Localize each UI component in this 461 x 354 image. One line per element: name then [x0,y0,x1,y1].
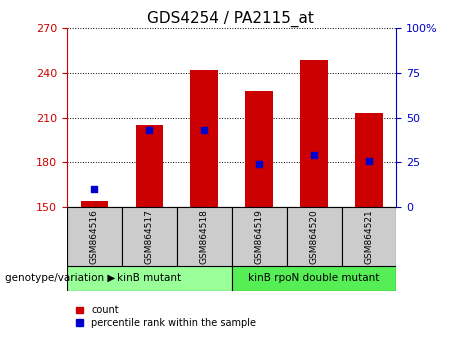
Bar [136,125,163,207]
Bar [342,207,396,266]
Bar [355,113,383,207]
Text: genotype/variation ▶: genotype/variation ▶ [5,273,115,283]
Bar [287,207,342,266]
Bar [300,59,328,207]
Bar [190,70,218,207]
Bar [177,207,231,266]
Text: GSM864521: GSM864521 [365,209,373,264]
Point [255,161,263,167]
Bar [67,207,122,266]
Bar [231,266,396,291]
Point [91,186,98,192]
Bar [231,207,287,266]
Bar [245,91,273,207]
Bar [122,207,177,266]
Text: GSM864518: GSM864518 [200,209,209,264]
Text: kinB rpoN double mutant: kinB rpoN double mutant [248,273,380,283]
Text: GSM864519: GSM864519 [254,209,264,264]
Text: GSM864517: GSM864517 [145,209,154,264]
Text: GSM864516: GSM864516 [90,209,99,264]
Point [201,127,208,133]
Point [365,158,372,164]
Point [146,127,153,133]
Bar [67,266,231,291]
Point [310,153,318,158]
Text: GDS4254 / PA2115_at: GDS4254 / PA2115_at [147,11,314,27]
Text: GSM864520: GSM864520 [309,209,319,264]
Bar [81,201,108,207]
Legend: count, percentile rank within the sample: count, percentile rank within the sample [72,302,260,332]
Text: kinB mutant: kinB mutant [117,273,181,283]
